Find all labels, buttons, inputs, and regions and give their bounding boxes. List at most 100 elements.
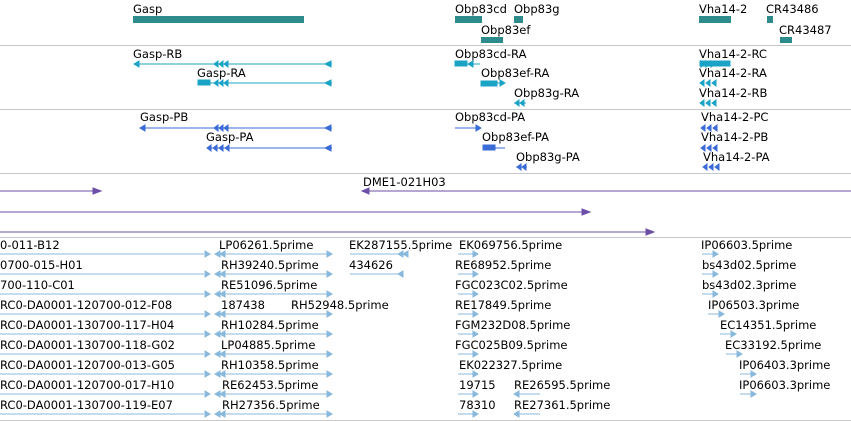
est-label[interactable]: RC0-DA0001-120700-017-H10 xyxy=(0,378,175,392)
est-label[interactable]: EC14351.5prime xyxy=(720,318,817,332)
protein-label-gasp-pa[interactable]: Gasp-PA xyxy=(206,130,254,144)
est-label[interactable]: RE68952.5prime xyxy=(455,258,552,272)
est-arrow xyxy=(712,250,719,258)
est-arrow xyxy=(326,390,333,398)
est-label[interactable]: IP06503.3prime xyxy=(708,298,800,312)
est-arrow xyxy=(513,410,520,418)
gene-label-obp83g[interactable]: Obp83g xyxy=(514,2,560,16)
transcript-label-vha14-2-ra[interactable]: Vha14-2-RA xyxy=(699,66,767,80)
gene-feature-cr43486[interactable] xyxy=(767,16,773,23)
est-label[interactable]: 0700-015-H01 xyxy=(0,258,83,272)
est-arrow xyxy=(397,270,404,278)
est-glyphs xyxy=(0,250,757,418)
est-arrow xyxy=(326,350,333,358)
est-label[interactable]: RH39240.5prime xyxy=(221,258,319,272)
gene-feature-cr43487[interactable] xyxy=(780,37,792,43)
est-label[interactable]: RH10358.5prime xyxy=(221,358,319,372)
est-label[interactable]: 0-011-B12 xyxy=(0,238,60,252)
gene-label-vha14-2[interactable]: Vha14-2 xyxy=(699,2,748,16)
protein-label-obp83g-pa[interactable]: Obp83g-PA xyxy=(516,150,580,164)
est-arrow xyxy=(204,270,211,278)
transcript-label-vha14-2-rc[interactable]: Vha14-2-RC xyxy=(699,47,767,61)
est-arrow xyxy=(472,290,479,298)
est-label[interactable]: RC0-DA0001-130700-119-E07 xyxy=(0,398,173,412)
est-label[interactable]: bs43d02.5prime xyxy=(702,258,797,272)
protein-label-vha14-2-pb[interactable]: Vha14-2-PB xyxy=(701,130,769,144)
est-label[interactable]: FGC025B09.5prime xyxy=(455,338,568,352)
est-label[interactable]: 434626 xyxy=(349,258,393,272)
gene-feature-obp83cd[interactable] xyxy=(455,16,482,23)
est-label[interactable]: EK287155.5prime xyxy=(349,238,453,252)
cdna-label-dme1-021h03[interactable]: DME1-021H03 xyxy=(363,175,446,189)
transcript-label-gasp-rb[interactable]: Gasp-RB xyxy=(133,47,183,61)
gene-label-obp83ef[interactable]: Obp83ef xyxy=(481,23,531,37)
est-label[interactable]: RC0-DA0001-120700-012-F08 xyxy=(0,298,173,312)
est-label[interactable]: 187438 xyxy=(221,298,265,312)
cdna-track: DME1-021H03 xyxy=(0,174,851,237)
est-arrow xyxy=(472,390,479,398)
est-label[interactable]: EK022327.5prime xyxy=(459,358,563,372)
est-arrow xyxy=(402,250,409,258)
est-label[interactable]: RE27361.5prime xyxy=(514,398,611,412)
gene-feature-gasp[interactable] xyxy=(133,16,304,23)
gene-feature-obp83g[interactable] xyxy=(514,16,523,23)
protein-label-gasp-pb[interactable]: Gasp-PB xyxy=(140,110,189,124)
est-label[interactable]: 700-110-C01 xyxy=(0,278,75,292)
est-arrow xyxy=(326,250,333,258)
est-arrow xyxy=(513,390,520,398)
track-separator xyxy=(0,109,851,110)
est-label[interactable]: RH10284.5prime xyxy=(221,318,319,332)
transcript-label-obp83g-ra[interactable]: Obp83g-RA xyxy=(514,86,580,100)
est-label[interactable]: 78310 xyxy=(459,398,496,412)
est-arrow xyxy=(472,370,479,378)
transcript-glyphs xyxy=(133,60,731,107)
transcript-label-vha14-2-rb[interactable]: Vha14-2-RB xyxy=(699,86,768,100)
transcript-label-obp83cd-ra[interactable]: Obp83cd-RA xyxy=(455,47,527,61)
transcript-label-obp83ef-ra[interactable]: Obp83ef-RA xyxy=(481,66,550,80)
gene-feature-obp83ef[interactable] xyxy=(481,37,503,43)
est-arrow xyxy=(204,410,211,418)
est-label[interactable]: LP04885.5prime xyxy=(221,338,316,352)
est-arrow xyxy=(204,330,211,338)
protein-label-vha14-2-pa[interactable]: Vha14-2-PA xyxy=(703,150,770,164)
gene-track: Gasp Obp83cd Obp83g Obp83ef Vha14-2 CR43… xyxy=(0,0,851,45)
est-label[interactable]: EC33192.5prime xyxy=(725,338,822,352)
est-label[interactable]: 19715 xyxy=(459,378,496,392)
est-label[interactable]: RE26595.5prime xyxy=(514,378,611,392)
gene-label-gasp[interactable]: Gasp xyxy=(133,2,163,16)
est-label[interactable]: RE51096.5prime xyxy=(221,278,318,292)
est-arrow xyxy=(326,330,333,338)
protein-label-vha14-2-pc[interactable]: Vha14-2-PC xyxy=(701,110,769,124)
est-label[interactable]: RC0-DA0001-130700-117-H04 xyxy=(0,318,175,332)
est-label[interactable]: EK069756.5prime xyxy=(459,238,563,252)
transcript-label-gasp-ra[interactable]: Gasp-RA xyxy=(197,66,246,80)
est-label[interactable]: RC0-DA0001-120700-013-G05 xyxy=(0,358,175,372)
est-arrow xyxy=(472,350,479,358)
gene-feature-vha14-2[interactable] xyxy=(699,16,731,23)
track-separator xyxy=(0,237,851,238)
gene-label-obp83cd[interactable]: Obp83cd xyxy=(455,2,507,16)
est-label[interactable]: RC0-DA0001-130700-118-G02 xyxy=(0,338,175,352)
gene-label-cr43487[interactable]: CR43487 xyxy=(779,23,832,37)
est-label[interactable]: RE62453.5prime xyxy=(222,378,319,392)
est-label[interactable]: RH52948.5prime xyxy=(291,298,389,312)
est-arrow xyxy=(326,270,333,278)
est-label[interactable]: IP06603.3prime xyxy=(739,378,831,392)
protein-label-obp83ef-pa[interactable]: Obp83ef-PA xyxy=(482,130,549,144)
est-arrow xyxy=(204,290,211,298)
protein-label-obp83cd-pa[interactable]: Obp83cd-PA xyxy=(455,110,526,124)
est-arrow xyxy=(472,270,479,278)
est-label[interactable]: LP06261.5prime xyxy=(219,238,314,252)
est-label[interactable]: RE17849.5prime xyxy=(455,298,552,312)
est-label[interactable]: bs43d02.3prime xyxy=(702,278,797,292)
est-label[interactable]: FGM232D08.5prime xyxy=(455,318,571,332)
est-label[interactable]: RH27356.5prime xyxy=(222,398,320,412)
track-separator xyxy=(0,45,851,46)
est-label[interactable]: IP06403.3prime xyxy=(739,358,831,372)
gene-label-cr43486[interactable]: CR43486 xyxy=(766,2,819,16)
est-label[interactable]: IP06603.5prime xyxy=(701,238,793,252)
est-arrow xyxy=(472,250,479,258)
est-label[interactable]: FGC023C02.5prime xyxy=(455,278,568,292)
